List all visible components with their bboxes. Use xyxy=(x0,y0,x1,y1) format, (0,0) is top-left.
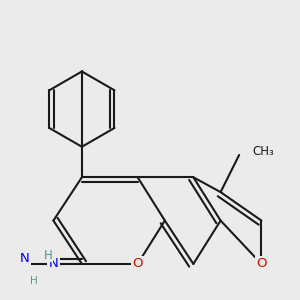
Text: N: N xyxy=(49,257,58,270)
Text: H: H xyxy=(30,276,38,286)
Text: H: H xyxy=(44,248,52,262)
Text: N: N xyxy=(20,253,30,266)
Text: O: O xyxy=(132,257,143,270)
Text: O: O xyxy=(256,257,267,270)
Text: CH₃: CH₃ xyxy=(252,146,274,158)
